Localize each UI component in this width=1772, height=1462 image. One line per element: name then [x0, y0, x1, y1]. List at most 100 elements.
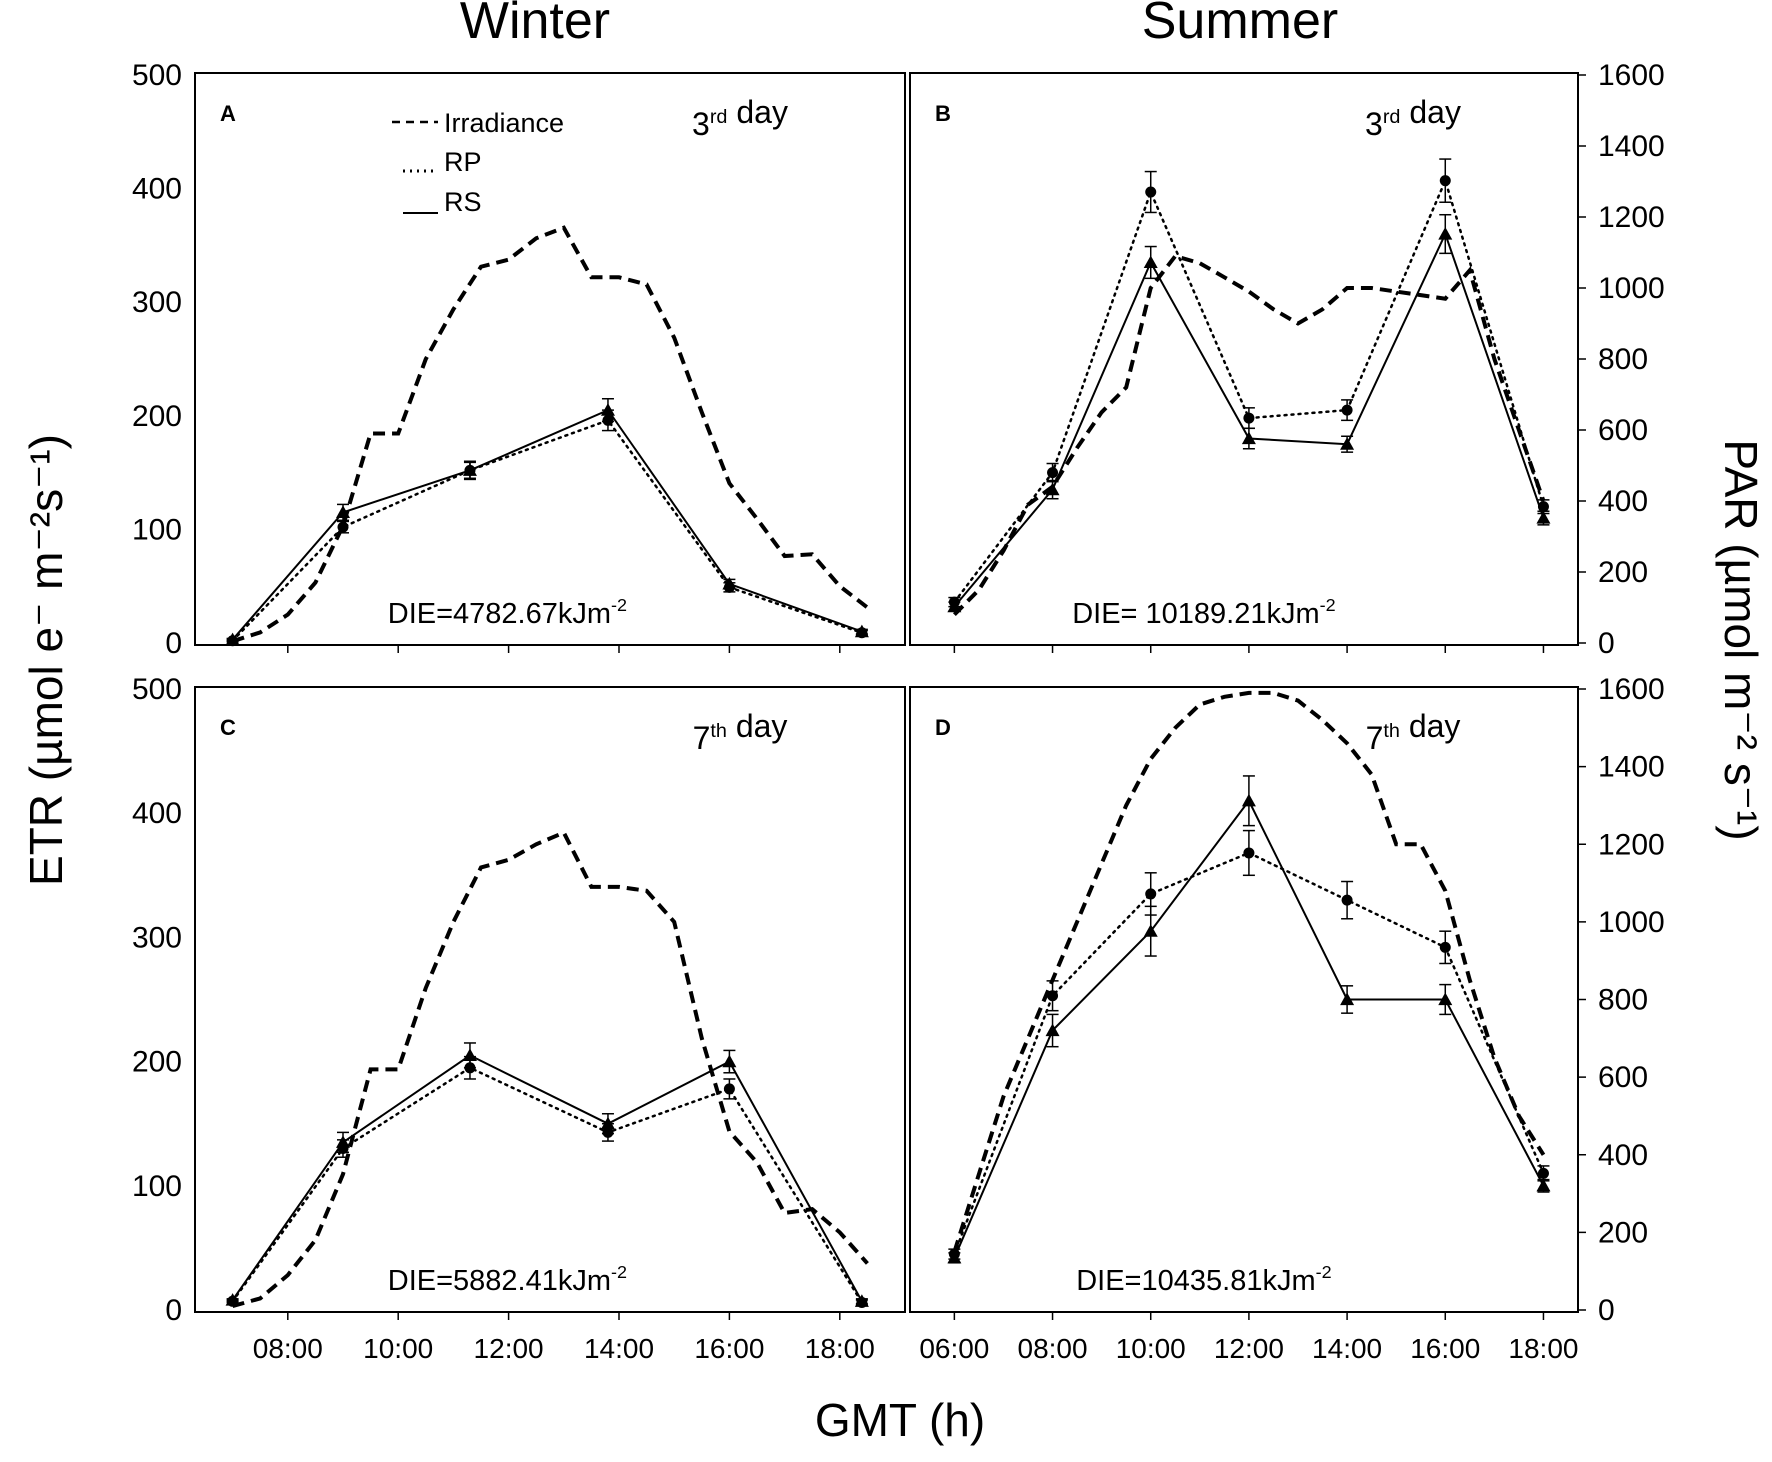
panel-b-rp-point: [1145, 186, 1157, 198]
panel-d-y2tick-label: 1000: [1598, 906, 1665, 939]
panel-a-rp-point: [464, 464, 476, 476]
panel-b-letter: B: [935, 101, 951, 126]
panel-a-ytick-label: 400: [132, 173, 182, 206]
panel-c-irradiance-line: [232, 830, 869, 1309]
panel-a-irradiance-line: [231, 225, 869, 644]
panel-b-rs-point: [1143, 255, 1158, 269]
panel-d: 0 200 400 600 800 1000 1200 1400 1600 06:00 08:00 1…: [909, 673, 1665, 1364]
panel-b-rp-point: [1047, 467, 1059, 479]
panel-c-letter: C: [220, 715, 236, 740]
panel-d-xtick-label: 14:00: [1312, 1333, 1382, 1364]
panel-a-frame: [194, 72, 906, 646]
panel-a-rp-point: [856, 627, 868, 639]
panel-d-y2tick-label: 1600: [1598, 673, 1665, 706]
panel-a-ytick-label: 300: [132, 286, 182, 319]
panel-c: 0 100 200 300 400 500 08:00 10:00 12:00 14:00 16:0…: [132, 673, 906, 1364]
panel-c-rp-point: [602, 1126, 614, 1138]
panel-b-y2tick-label: 800: [1598, 343, 1648, 376]
legend-irradiance-label: Irradiance: [444, 108, 564, 138]
panel-c-ytick-label: 300: [132, 921, 182, 954]
panel-b-rp-point: [1243, 412, 1255, 424]
panel-c-rs-line: [231, 1054, 863, 1302]
panel-a-ytick-label: 100: [132, 513, 182, 546]
panel-a-ytick-label: 0: [165, 627, 182, 660]
panel-d-irradiance-line: [952, 690, 1546, 1253]
column-title-summer: Summer: [1142, 0, 1338, 50]
panel-d-rp-point: [948, 1248, 960, 1260]
panel-a-letter: A: [220, 101, 236, 126]
panel-d-rp-point: [1145, 888, 1157, 900]
panel-c-ytick-label: 200: [132, 1046, 182, 1079]
panel-a-rp-line: [231, 418, 864, 642]
panel-b-y2tick-label: 600: [1598, 414, 1648, 447]
panel-b-die-label: DIE= 10189.21kJm-2: [1072, 595, 1335, 630]
panel-c-frame: [194, 686, 906, 1313]
panel-d-xtick-label: 16:00: [1410, 1333, 1480, 1364]
panel-b-rs-point: [1340, 437, 1355, 450]
column-title-winter: Winter: [460, 0, 610, 50]
panel-b-rp-point: [1537, 501, 1549, 513]
x-axis-title: GMT (h): [815, 1394, 985, 1446]
panel-d-xtick-label: 06:00: [919, 1333, 989, 1364]
panel-d-rs-point: [1438, 992, 1453, 1006]
panel-c-xtick-label: 18:00: [805, 1333, 875, 1364]
panel-c-xtick-label: 14:00: [584, 1333, 654, 1364]
panel-c-rp-point: [856, 1297, 868, 1309]
panel-a-die-label: DIE=4782.67kJm-2: [388, 595, 627, 630]
panels: 0 100 200 300 400 500 A 3rd day DIE=4782.67kJm-2…: [132, 59, 1665, 1364]
panel-d-y2tick-label: 1200: [1598, 828, 1665, 861]
panel-d-die-label: DIE=10435.81kJm-2: [1076, 1262, 1331, 1297]
panel-c-ytick-label: 0: [165, 1294, 182, 1327]
panel-b-y2tick-label: 200: [1598, 556, 1648, 589]
panel-c-xtick-label: 16:00: [694, 1333, 764, 1364]
panel-b-y2tick-label: 1200: [1598, 201, 1665, 234]
legend-rs-label: RS: [444, 187, 482, 217]
panel-b-y2tick-label: 1600: [1598, 59, 1665, 92]
panel-a-rp-point: [602, 414, 614, 426]
panel-c-rp-point: [723, 1083, 735, 1095]
panel-d-rs-point: [1143, 924, 1158, 937]
panel-c-die-label: DIE=5882.41kJm-2: [388, 1262, 627, 1297]
panel-d-xtick-label: 08:00: [1018, 1333, 1088, 1364]
panel-d-day-label: 7th day: [1366, 708, 1461, 756]
panel-c-rp-point: [464, 1062, 476, 1074]
panel-c-ytick-label: 100: [132, 1170, 182, 1203]
panel-c-xtick-label: 12:00: [474, 1333, 544, 1364]
panel-c-xtick-label: 08:00: [253, 1333, 323, 1364]
panel-d-y2tick-label: 800: [1598, 984, 1648, 1017]
panel-d-y2tick-label: 1400: [1598, 751, 1665, 784]
legend-rp-label: RP: [444, 147, 482, 177]
panel-c-rp-line: [231, 1066, 864, 1304]
panel-d-xtick-label: 10:00: [1116, 1333, 1186, 1364]
panel-a-rs-line: [231, 408, 863, 641]
panel-d-xtick-label: 12:00: [1214, 1333, 1284, 1364]
panel-d-y2tick-label: 200: [1598, 1216, 1648, 1249]
panel-d-xtick-label: 18:00: [1508, 1333, 1578, 1364]
panel-a: 0 100 200 300 400 500 A 3rd day DIE=4782.67kJm-2: [132, 59, 906, 660]
panel-b-y2tick-label: 1000: [1598, 272, 1665, 305]
panel-a-ytick-label: 200: [132, 400, 182, 433]
panel-d-rs-point: [1241, 793, 1256, 807]
panel-c-rs-point: [462, 1048, 477, 1061]
panel-a-rp-point: [723, 581, 735, 593]
legend: Irradiance RP RS: [392, 108, 564, 217]
panel-d-rs-point: [1340, 992, 1355, 1006]
panel-a-day-label: 3rd day: [692, 94, 788, 142]
y-axis-title-right: PAR (µmol m⁻² s⁻¹): [1715, 439, 1767, 840]
panel-d-rp-point: [1439, 941, 1451, 953]
panel-b-y2tick-label: 400: [1598, 485, 1648, 518]
panel-d-rs-point: [1045, 1023, 1060, 1037]
panel-b-day-label: 3rd day: [1365, 94, 1461, 142]
panel-c-rs-point: [722, 1054, 737, 1068]
panel-d-y2tick-label: 600: [1598, 1061, 1648, 1094]
panel-c-rp-point: [337, 1143, 349, 1155]
panel-b: 0 200 400 600 800 1000 1200 1400 1600 B 3rd day DIE…: [909, 59, 1665, 660]
panel-c-ytick-label: 400: [132, 797, 182, 830]
y-axis-title-left: ETR (µmol e⁻ m⁻²s⁻¹): [20, 434, 72, 886]
panel-b-rs-point: [1241, 431, 1256, 445]
panel-b-rs-point: [1438, 227, 1453, 240]
panel-b-frame: [909, 72, 1579, 646]
panel-d-y2tick-label: 0: [1598, 1294, 1615, 1327]
panel-b-y2tick-label: 1400: [1598, 130, 1665, 163]
